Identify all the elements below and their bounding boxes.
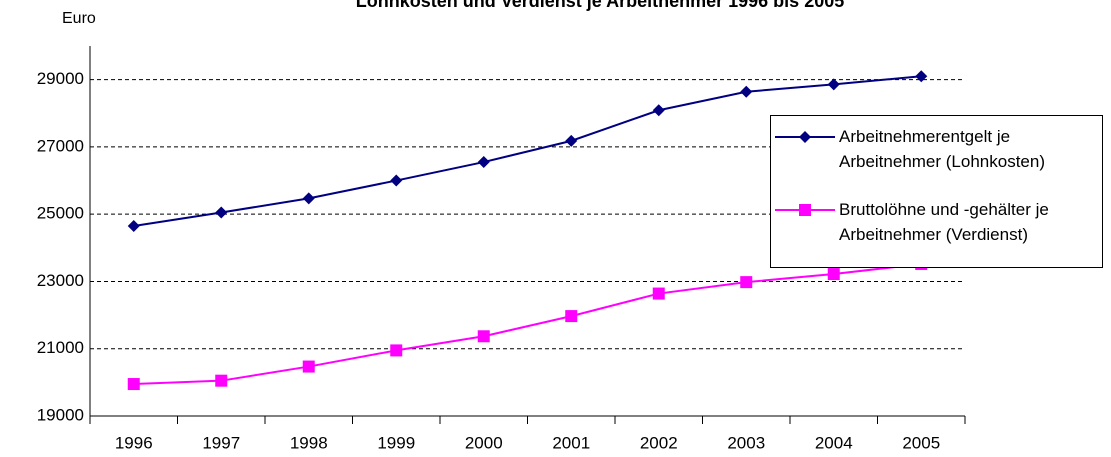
marker	[477, 156, 490, 169]
y-tick-label: 25000	[37, 204, 84, 223]
marker	[302, 360, 315, 373]
legend-swatch	[775, 131, 835, 143]
y-axis-label: Euro	[62, 10, 96, 27]
marker	[565, 134, 578, 147]
marker	[390, 174, 403, 187]
legend: Arbeitnehmerentgelt je Arbeitnehmer (Loh…	[770, 115, 1103, 268]
marker	[799, 204, 811, 216]
x-tick-label: 2005	[902, 433, 940, 452]
marker	[390, 344, 403, 357]
x-tick-label: 1996	[115, 433, 153, 452]
y-tick-label: 27000	[37, 136, 84, 155]
marker	[565, 310, 578, 323]
marker	[799, 131, 811, 143]
series-line	[133, 75, 922, 227]
marker	[915, 70, 928, 83]
marker	[827, 78, 840, 91]
marker	[740, 85, 753, 98]
y-tick-label: 21000	[37, 338, 84, 357]
marker	[652, 287, 665, 300]
y-tick-label: 23000	[37, 271, 84, 290]
marker	[127, 219, 140, 232]
x-tick-label: 1999	[377, 433, 415, 452]
x-tick-label: 2002	[640, 433, 678, 452]
marker	[302, 192, 315, 205]
marker	[740, 276, 753, 289]
marker	[127, 378, 140, 391]
y-tick-label: 19000	[37, 405, 84, 424]
legend-label: Arbeitnehmerentgelt je Arbeitnehmer (Loh…	[839, 127, 1046, 171]
chart-title: Lohnkosten und Verdienst je Arbeitnehmer…	[356, 0, 845, 11]
x-tick-label: 2004	[815, 433, 853, 452]
marker	[827, 268, 840, 281]
marker	[215, 206, 228, 219]
legend-label: Bruttolöhne und -gehälter je Arbeitnehme…	[839, 200, 1049, 244]
x-tick-label: 2001	[552, 433, 590, 452]
marker	[215, 374, 228, 387]
x-tick-label: 1998	[290, 433, 328, 452]
y-tick-label: 29000	[37, 69, 84, 88]
x-tick-label: 2000	[465, 433, 503, 452]
x-tick-label: 2003	[727, 433, 765, 452]
legend-swatch	[775, 204, 835, 216]
marker	[477, 330, 490, 343]
series-line	[133, 262, 922, 386]
x-tick-label: 1997	[202, 433, 240, 452]
marker	[652, 104, 665, 117]
